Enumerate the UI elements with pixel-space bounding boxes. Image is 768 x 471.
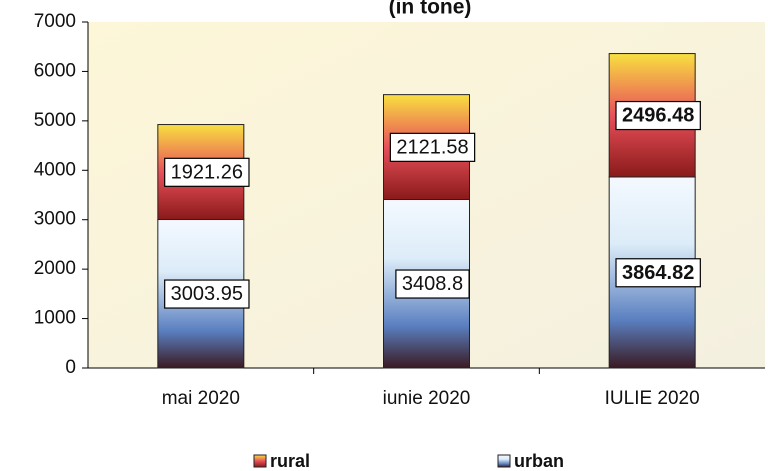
data-label: 2121.58 <box>389 132 476 162</box>
data-label-text: 2121.58 <box>396 136 468 158</box>
data-label: 3864.82 <box>615 258 701 288</box>
x-tick-label: mai 2020 <box>162 388 240 409</box>
legend-label: urban <box>514 451 564 471</box>
data-label-text: 3408.8 <box>402 273 463 295</box>
data-label-text: 3003.95 <box>171 283 243 305</box>
y-tick-label: 3000 <box>34 209 76 230</box>
chart-title: (in tone) <box>389 0 472 19</box>
data-label-text: 3864.82 <box>622 262 694 284</box>
data-label: 1921.26 <box>164 157 250 187</box>
data-label-box <box>389 132 476 162</box>
data-label-box <box>164 279 250 309</box>
data-label: 3408.8 <box>395 269 470 299</box>
data-label-box <box>164 157 250 187</box>
data-label-box <box>615 100 701 131</box>
y-tick-label: 5000 <box>34 110 76 131</box>
data-label-text: 1921.26 <box>171 161 243 183</box>
data-label-box <box>615 258 701 288</box>
y-tick-label: 7000 <box>34 11 76 32</box>
y-tick-label: 4000 <box>34 159 76 180</box>
legend-label: rural <box>270 451 310 471</box>
y-tick-label: 2000 <box>34 258 76 279</box>
data-label: 2496.48 <box>615 100 701 131</box>
y-tick-label: 6000 <box>34 60 76 81</box>
legend-swatch <box>253 454 267 468</box>
x-tick-label: iunie 2020 <box>383 388 471 409</box>
data-label-box <box>395 269 470 299</box>
data-label: 3003.95 <box>164 279 250 309</box>
data-label-text: 2496.48 <box>622 105 694 127</box>
y-tick-label: 1000 <box>34 308 76 329</box>
legend-swatch <box>497 454 511 468</box>
x-tick-label: IULIE 2020 <box>605 388 700 409</box>
y-tick-label: 0 <box>65 357 76 378</box>
